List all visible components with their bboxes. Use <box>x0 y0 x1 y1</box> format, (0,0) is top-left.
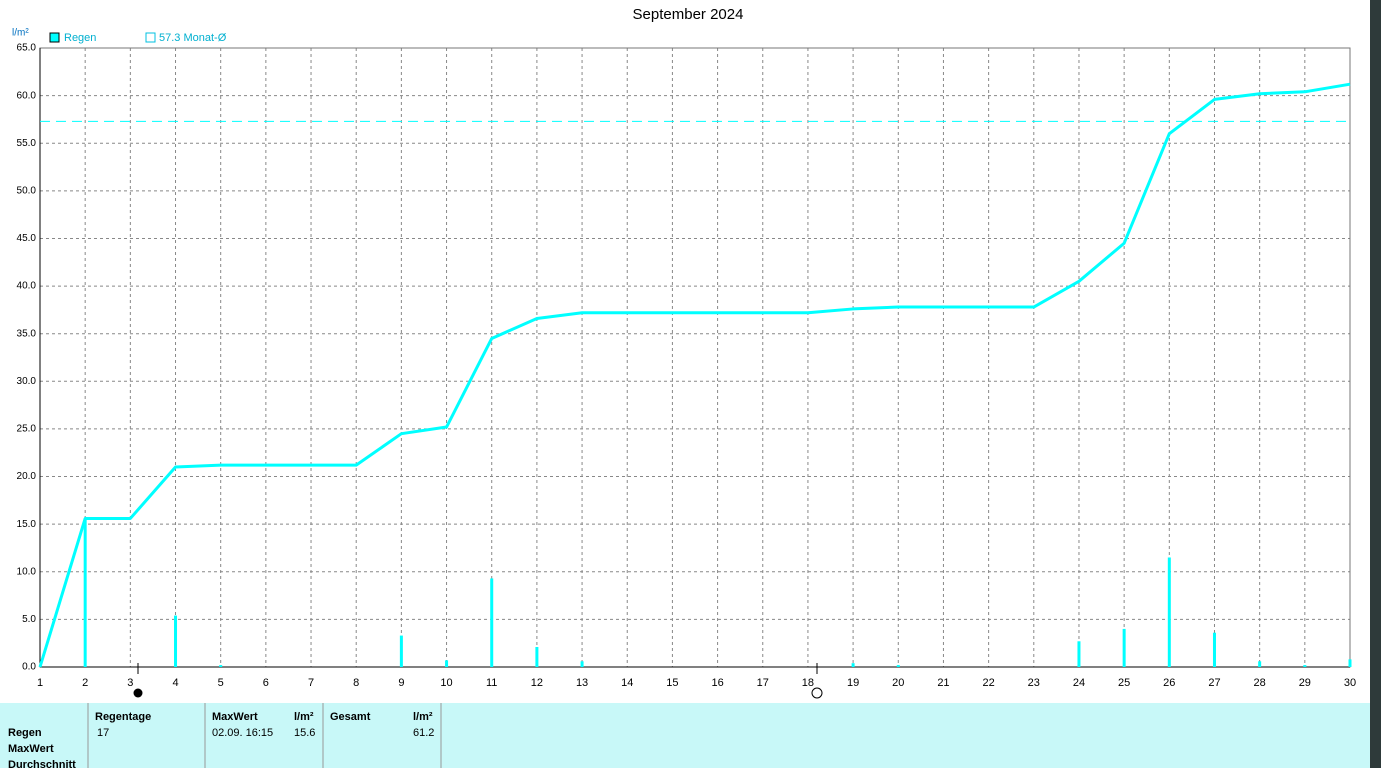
bar <box>1258 661 1262 667</box>
y-tick-label: 40.0 <box>17 281 37 292</box>
full-moon-icon <box>133 688 143 698</box>
x-tick-label: 16 <box>711 677 723 689</box>
legend-swatch <box>49 32 60 43</box>
summary-header: l/m² <box>413 711 433 723</box>
bar <box>535 647 539 667</box>
x-tick-label: 6 <box>263 677 269 689</box>
y-tick-label: 50.0 <box>17 185 37 196</box>
x-tick-label: 27 <box>1208 677 1220 689</box>
x-tick-label: 29 <box>1299 677 1311 689</box>
x-tick-label: 1 <box>37 677 43 689</box>
summary-value: 02.09. 16:15 <box>212 727 273 739</box>
x-tick-label: 10 <box>440 677 452 689</box>
x-tick-label: 22 <box>982 677 994 689</box>
x-tick-label: 19 <box>847 677 859 689</box>
bar <box>1167 557 1171 667</box>
x-tick-label: 18 <box>802 677 814 689</box>
bar <box>83 518 87 667</box>
bar <box>399 635 403 667</box>
x-tick-label: 24 <box>1073 677 1085 689</box>
bar <box>1348 659 1352 667</box>
x-tick-label: 20 <box>892 677 904 689</box>
x-tick-label: 4 <box>172 677 178 689</box>
y-tick-label: 35.0 <box>17 328 37 339</box>
x-tick-label: 26 <box>1163 677 1175 689</box>
summary-header: MaxWert <box>212 711 258 723</box>
y-tick-label: 55.0 <box>17 138 37 149</box>
x-tick-label: 9 <box>398 677 404 689</box>
x-tick-label: 7 <box>308 677 314 689</box>
bar <box>1122 628 1126 667</box>
summary-value: 61.2 <box>413 727 434 739</box>
x-tick-label: 14 <box>621 677 633 689</box>
x-tick-label: 12 <box>531 677 543 689</box>
x-tick-label: 13 <box>576 677 588 689</box>
x-tick-label: 25 <box>1118 677 1130 689</box>
x-tick-label: 8 <box>353 677 359 689</box>
y-tick-label: 25.0 <box>17 424 37 435</box>
bar <box>219 665 223 667</box>
summary-row-label: Durchschnitt <box>8 759 76 768</box>
y-tick-label: 30.0 <box>17 376 37 387</box>
y-tick-label: 0.0 <box>22 662 36 673</box>
new-moon-icon <box>811 687 823 699</box>
bar <box>1303 665 1307 667</box>
x-tick-label: 5 <box>218 677 224 689</box>
y-tick-label: 15.0 <box>17 519 37 530</box>
summary-row-label: Regen <box>8 727 42 739</box>
x-tick-label: 17 <box>757 677 769 689</box>
bar <box>851 663 855 667</box>
y-tick-label: 5.0 <box>22 614 36 625</box>
bar <box>1212 632 1216 667</box>
summary-panel <box>0 703 1370 768</box>
summary-header: Gesamt <box>330 711 371 723</box>
x-tick-label: 15 <box>666 677 678 689</box>
y-tick-label: 10.0 <box>17 566 37 577</box>
summary-header: l/m² <box>294 711 314 723</box>
x-tick-label: 28 <box>1254 677 1266 689</box>
cumulative-line <box>38 82 1351 668</box>
summary-value: 17 <box>97 727 109 739</box>
x-tick-label: 30 <box>1344 677 1356 689</box>
legend-label-average: 57.3 Monat-Ø <box>159 32 227 44</box>
bar <box>1077 641 1081 667</box>
chart-title: September 2024 <box>633 6 744 23</box>
bar <box>896 665 900 667</box>
summary-header: Regentage <box>95 711 151 723</box>
x-tick-label: 3 <box>127 677 133 689</box>
bar <box>174 615 178 667</box>
edge-strip <box>1370 0 1381 768</box>
x-tick-label: 2 <box>82 677 88 689</box>
legend-swatch-average <box>145 32 156 43</box>
y-tick-label: 65.0 <box>17 43 37 54</box>
y-tick-label: 20.0 <box>17 471 37 482</box>
summary-dividers <box>87 703 442 768</box>
x-tick-label: 23 <box>1028 677 1040 689</box>
legend-label: Regen <box>64 32 96 44</box>
x-tick-label: 21 <box>937 677 949 689</box>
y-tick-label: 45.0 <box>17 233 37 244</box>
x-tick-label: 11 <box>486 677 497 689</box>
y-axis-label: l/m² <box>12 28 29 39</box>
summary-row-label: MaxWert <box>8 743 54 755</box>
summary-value: 15.6 <box>294 727 315 739</box>
bar <box>445 660 449 667</box>
bar <box>490 578 494 667</box>
y-tick-label: 60.0 <box>17 90 37 101</box>
bar <box>580 661 584 667</box>
